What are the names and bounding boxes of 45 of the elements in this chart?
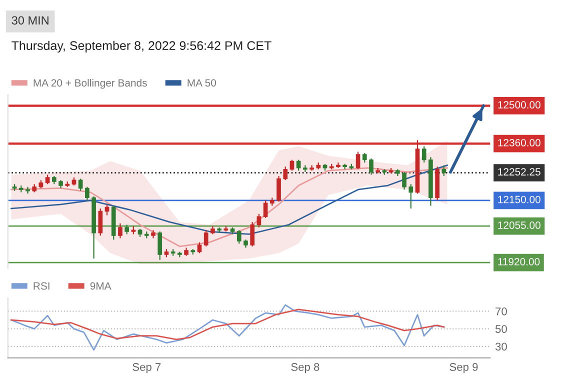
candlestick [422, 146, 426, 164]
ref-line-label: 12360.00 [498, 139, 540, 146]
ref-line-label: 12500.00 [498, 101, 540, 109]
candlestick [408, 184, 414, 210]
chart-subtitle: Thursday, September 8, 2022 9:56:42 PM CET [12, 40, 272, 53]
candlestick [356, 151, 360, 170]
legend-label: MA 50 [188, 79, 216, 87]
ref-line-label: 12055.00 [498, 222, 540, 229]
candlestick [124, 224, 129, 235]
candlestick [118, 222, 122, 239]
ref-line-label: 12252.25 [498, 168, 540, 176]
candlestick [85, 186, 90, 201]
legend-label: MA 20 + Bollinger Bands [34, 78, 147, 89]
candlestick [442, 164, 446, 177]
candlestick [250, 221, 255, 247]
candlestick [204, 230, 208, 247]
ref-line-label: 12150.00 [498, 196, 540, 204]
candlestick [78, 178, 83, 192]
candlestick [369, 158, 374, 176]
candlestick [263, 200, 268, 219]
x-tick-label: Sep 8 [291, 363, 320, 374]
line-series [10, 308, 445, 340]
candlestick [402, 171, 406, 190]
candlestick [45, 174, 50, 185]
candlestick [197, 242, 202, 254]
candlestick [256, 213, 262, 228]
ref-line-label: 11920.00 [498, 258, 540, 266]
candlestick [290, 159, 294, 172]
y-tick-label: 70 [496, 307, 507, 316]
candlestick [296, 159, 301, 172]
x-tick-label: Sep 9 [450, 363, 478, 374]
candlestick [283, 166, 288, 181]
legend-label: 9MA [90, 282, 112, 290]
chart-title: 30 MIN [12, 16, 48, 25]
line-series [10, 304, 445, 351]
y-tick-label: 30 [495, 342, 507, 351]
candlestick [98, 208, 103, 236]
candlestick [362, 152, 367, 164]
candlestick [236, 230, 242, 244]
y-tick-label: 50 [495, 325, 507, 333]
legend-label: RSI [34, 282, 50, 290]
candlestick [158, 230, 162, 260]
x-tick-label: Sep 7 [132, 363, 161, 374]
candlestick [276, 176, 281, 202]
candlestick [104, 204, 110, 216]
